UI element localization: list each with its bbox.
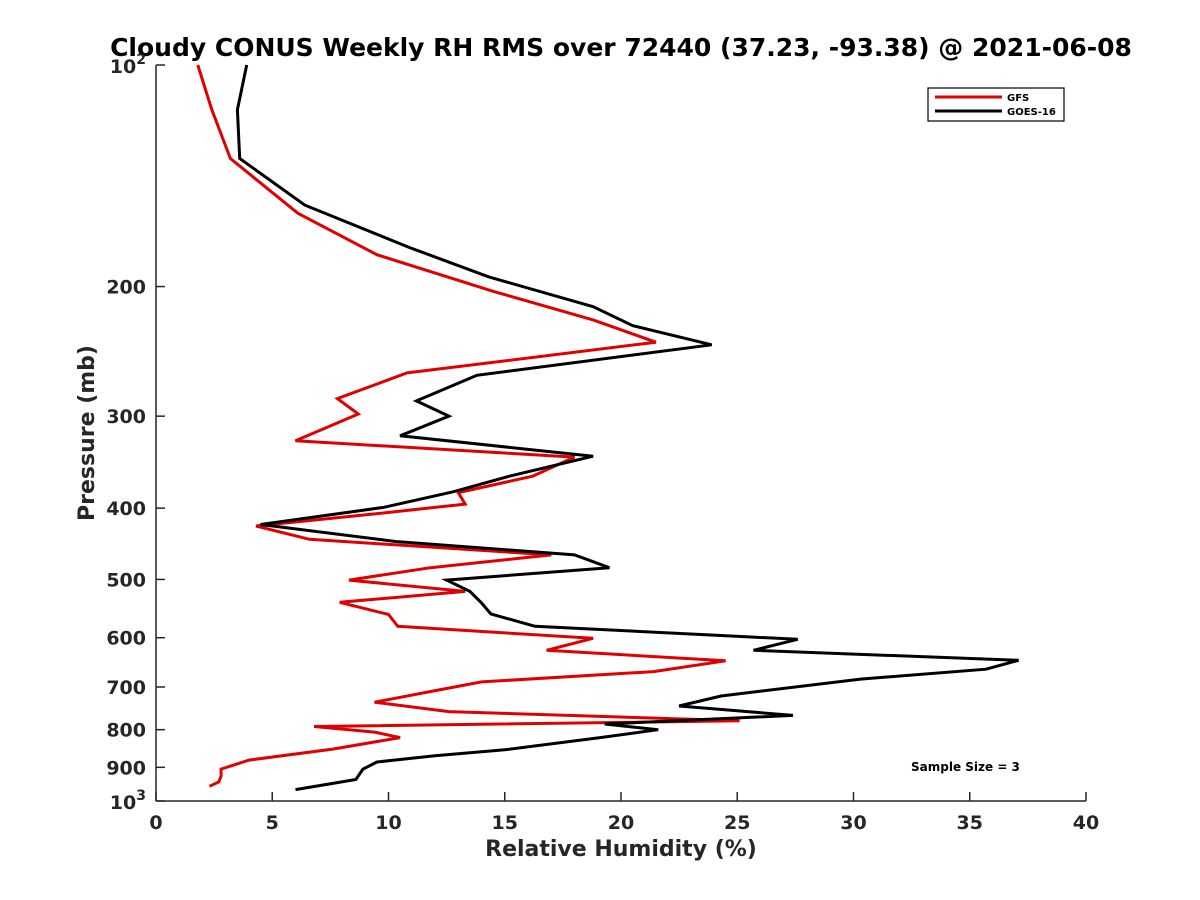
x-tick-label: 30 bbox=[840, 812, 866, 834]
chart-title: Cloudy CONUS Weekly RH RMS over 72440 (3… bbox=[110, 33, 1132, 62]
x-tick-label: 0 bbox=[149, 812, 162, 834]
y-tick-label: 700 bbox=[106, 677, 146, 699]
y-tick-base: 10 bbox=[110, 792, 136, 814]
y-axis-label: Pressure (mb) bbox=[75, 345, 100, 521]
y-tick-label: 400 bbox=[106, 498, 146, 520]
y-tick-label: 500 bbox=[106, 569, 146, 591]
x-tick-label: 40 bbox=[1073, 812, 1099, 834]
x-tick-label: 15 bbox=[492, 812, 518, 834]
legend-label-gfs: GFS bbox=[1007, 93, 1029, 104]
y-tick-exponent: 3 bbox=[136, 788, 146, 804]
y-tick-label: 300 bbox=[106, 406, 146, 428]
series-line-goes16 bbox=[235, 64, 1019, 792]
y-tick-label: 600 bbox=[106, 628, 146, 650]
y-tick-label: 102 bbox=[110, 52, 146, 78]
y-tick-base: 10 bbox=[110, 56, 136, 78]
legend: GFS GOES-16 bbox=[927, 87, 1065, 122]
y-tick-label: 900 bbox=[106, 757, 146, 779]
plot-area: 0 5 10 15 20 25 30 35 40 10220030040050060070080… bbox=[106, 52, 1099, 834]
legend-label-goes16: GOES-16 bbox=[1007, 107, 1056, 118]
y-tick-label: 800 bbox=[106, 720, 146, 742]
y-tick-label: 103 bbox=[110, 788, 146, 814]
x-tick-label: 25 bbox=[724, 812, 750, 834]
x-ticks: 0 5 10 15 20 25 30 35 40 bbox=[149, 792, 1099, 834]
x-tick-label: 20 bbox=[608, 812, 634, 834]
y-tick-exponent: 2 bbox=[136, 52, 146, 68]
x-tick-label: 5 bbox=[266, 812, 279, 834]
sample-size-annotation: Sample Size = 3 bbox=[911, 760, 1020, 774]
x-tick-label: 35 bbox=[957, 812, 983, 834]
y-tick-label: 200 bbox=[106, 277, 146, 299]
series-lines bbox=[196, 64, 1019, 792]
series-line-gfs bbox=[196, 64, 740, 788]
x-tick-label: 10 bbox=[375, 812, 401, 834]
x-axis-label: Relative Humidity (%) bbox=[485, 837, 757, 862]
legend-box bbox=[927, 87, 1065, 122]
